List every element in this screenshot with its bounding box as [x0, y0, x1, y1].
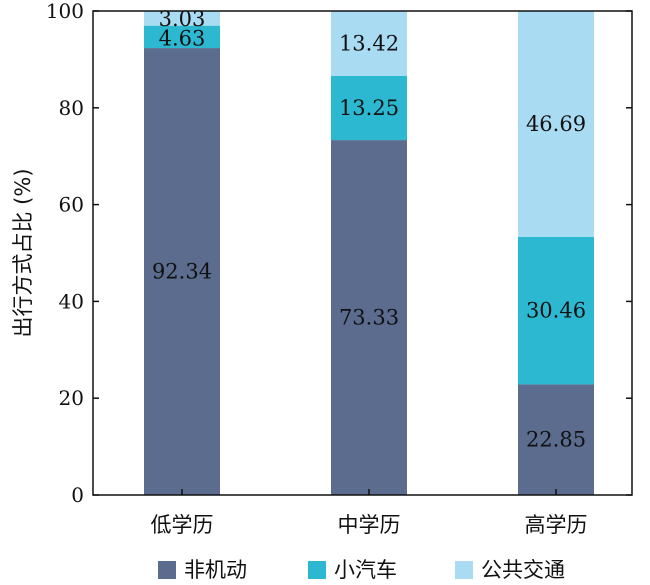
y-tick-label: 40 — [59, 289, 84, 313]
data-label-0-2: 22.85 — [526, 428, 586, 452]
legend-label-0: 非机动 — [184, 558, 247, 582]
bar-segment-2-1 — [331, 11, 407, 76]
y-tick-label: 100 — [46, 0, 84, 23]
x-tick-label: 高学历 — [525, 513, 588, 537]
y-tick-label: 80 — [59, 96, 84, 120]
bar-segment-0-0 — [144, 48, 220, 495]
y-axis-label: 出行方式占比 (%) — [11, 168, 35, 337]
y-tick-label: 20 — [59, 386, 84, 410]
data-label-1-2: 30.46 — [526, 299, 586, 323]
plot-frame — [92, 10, 633, 496]
data-label-0-1: 73.33 — [339, 306, 399, 330]
data-label-0-0: 92.34 — [152, 260, 212, 284]
legend-swatch-1 — [308, 561, 326, 579]
legend-label-1: 小汽车 — [334, 558, 397, 582]
bar-segment-0-1 — [331, 140, 407, 495]
data-label-1-1: 13.25 — [339, 96, 399, 120]
bar-segment-1-0 — [144, 25, 220, 49]
legend-swatch-0 — [158, 561, 176, 579]
data-label-2-2: 46.69 — [526, 112, 586, 136]
data-label-2-1: 13.42 — [339, 31, 399, 55]
bar-segment-0-2 — [518, 384, 594, 495]
legend: 非机动 小汽车 公共交通 — [158, 558, 565, 582]
bar-segment-1-1 — [331, 75, 407, 141]
y-axis: 0 20 40 60 80 100 — [46, 0, 632, 507]
legend-swatch-2 — [455, 561, 473, 579]
y-tick-label: 0 — [71, 483, 84, 507]
x-tick-label: 中学历 — [338, 513, 401, 537]
data-label-1-0: 4.63 — [159, 27, 206, 51]
bar-segment-2-2 — [518, 11, 594, 237]
y-tick-label: 60 — [59, 193, 84, 217]
x-tick-label: 低学历 — [151, 513, 214, 537]
bar-segment-2-0 — [144, 11, 220, 26]
bars-layer — [144, 11, 594, 495]
x-axis: 低学历 中学历 高学历 — [151, 489, 588, 537]
legend-label-2: 公共交通 — [481, 558, 565, 582]
bar-segment-1-2 — [518, 236, 594, 385]
